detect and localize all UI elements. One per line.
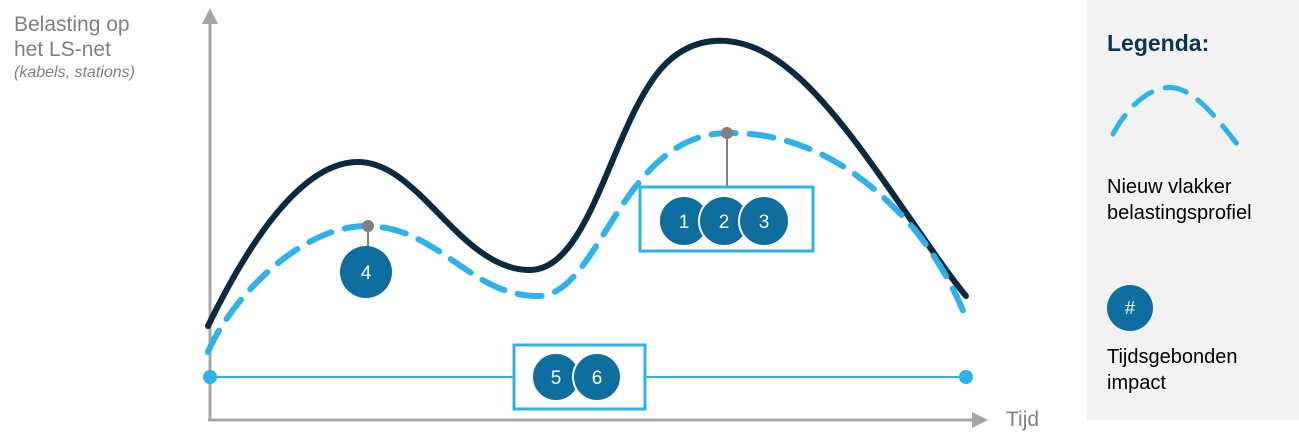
small-peak-marker-dot — [362, 220, 374, 232]
y-axis-label: Belasting op het LS-net (kabels, station… — [14, 12, 135, 84]
legend-dashed-line-label-line1: Nieuw vlakker — [1107, 176, 1232, 198]
impact-label-4: 4 — [361, 263, 372, 284]
y-axis-label-line2: het LS-net — [14, 38, 111, 61]
main-peak-marker-dot — [721, 127, 733, 139]
small-peak-impact: 4 — [340, 220, 392, 298]
baseline-start-dot — [203, 370, 217, 384]
impact-label-1: 1 — [679, 212, 690, 233]
legend-impact-label-line2: impact — [1107, 372, 1166, 394]
x-axis-arrow — [972, 412, 988, 428]
legend-dashed-line-label: Nieuw vlakker belastingsprofiel — [1107, 174, 1252, 226]
original-load-profile-line — [205, 37, 969, 329]
baseline-impact: 5 6 — [203, 343, 973, 411]
legend-dashed-line-sample — [1110, 84, 1240, 147]
legend-impact-label: Tijdsgebonden impact — [1107, 344, 1237, 396]
baseline-end-dot — [959, 370, 973, 384]
impact-label-3: 3 — [759, 212, 770, 233]
x-axis-label: Tijd — [1006, 408, 1040, 431]
main-peak-impact: 1 2 3 — [638, 127, 815, 253]
legend-dashed-line-label-line2: belastingsprofiel — [1107, 202, 1252, 224]
impact-badge-4 — [340, 246, 392, 298]
impact-badge-6 — [572, 352, 622, 402]
legend-panel: Legenda: Nieuw vlakker belastingsprofiel… — [1087, 0, 1299, 420]
impact-badge-3 — [738, 195, 790, 247]
legend-title: Legenda: — [1107, 30, 1210, 56]
y-axis-label-sub: (kabels, stations) — [14, 64, 135, 81]
legend-impact-badge: # — [1107, 285, 1153, 331]
y-axis-arrow — [202, 8, 218, 24]
new-flatter-load-profile-line — [205, 129, 969, 355]
impact-label-5: 5 — [551, 368, 562, 389]
impact-label-6: 6 — [592, 368, 603, 389]
legend-impact-label-line1: Tijdsgebonden — [1107, 346, 1238, 368]
y-axis-label-line1: Belasting op — [14, 13, 130, 36]
impact-label-2: 2 — [719, 212, 730, 233]
